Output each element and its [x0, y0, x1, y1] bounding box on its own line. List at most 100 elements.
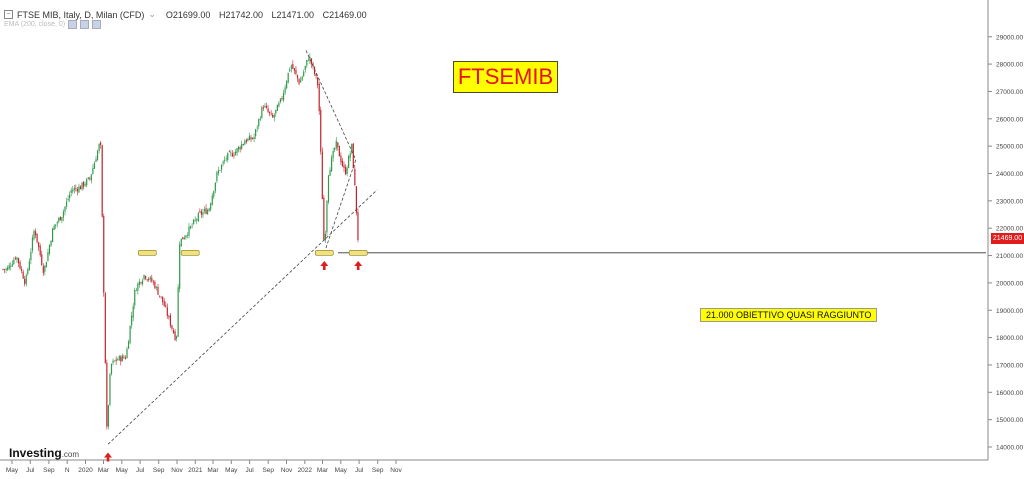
candle-body — [155, 286, 158, 288]
indicator-legend: EMA (200, close, 0) — [4, 20, 102, 29]
candle-body — [307, 60, 309, 62]
candle-body — [200, 211, 202, 215]
candle-body — [3, 269, 6, 271]
y-tick-label: 16000.00 — [996, 390, 1023, 397]
y-tick-label: 25000.00 — [996, 144, 1023, 151]
candle-body — [174, 331, 176, 341]
candle-body — [120, 356, 122, 362]
candle-body — [248, 135, 251, 140]
candle-body — [247, 138, 249, 141]
candle-body — [31, 237, 34, 251]
candle-body — [171, 325, 173, 329]
candle-body — [282, 93, 285, 101]
candle-body — [205, 208, 207, 214]
x-tick-label: Jul — [245, 467, 254, 474]
candle-body — [351, 143, 353, 153]
candle-body — [203, 209, 206, 212]
visibility-icon[interactable] — [68, 20, 78, 29]
logo-suffix: .com — [61, 450, 80, 459]
candle-body — [36, 233, 38, 243]
candle-body — [140, 282, 142, 284]
candle-body — [34, 231, 37, 236]
candle-body — [273, 114, 275, 118]
x-tick-label: 2021 — [188, 467, 203, 474]
candle-body — [255, 129, 257, 137]
candle-body — [315, 73, 317, 77]
candle-body — [227, 152, 229, 160]
y-tick-label: 21000.00 — [996, 253, 1023, 260]
candle-body — [7, 267, 9, 270]
ohlc-readout: O21699.00 H21742.00 L21471.00 C21469.00 — [166, 10, 373, 20]
y-tick-label: 17000.00 — [996, 362, 1023, 369]
candle-body — [340, 155, 342, 163]
candle-body — [251, 137, 254, 139]
candle-body — [344, 167, 347, 175]
last-price-tag: 21469.00 — [991, 233, 1024, 244]
candle-body — [92, 167, 94, 175]
x-tick-label: Nov — [281, 467, 293, 474]
candle-body — [135, 290, 137, 292]
candle-body — [241, 143, 243, 149]
candle-body — [151, 277, 153, 282]
candle-body — [210, 203, 212, 210]
candle-body — [186, 235, 189, 236]
settings-icon[interactable] — [80, 20, 90, 29]
x-tick-label: Nov — [171, 467, 183, 474]
open-value: O21699.00 — [165, 9, 211, 20]
x-tick-label: May — [116, 467, 129, 474]
up-arrow-icon — [354, 261, 363, 271]
candle-body — [290, 65, 292, 69]
candle-body — [146, 279, 148, 281]
candle-body — [269, 111, 271, 114]
candle-body — [179, 244, 181, 289]
collapse-icon[interactable]: − — [4, 10, 13, 19]
up-arrow-icon — [320, 261, 329, 271]
candle-body — [138, 281, 140, 285]
candle-body — [329, 169, 331, 176]
candle-body — [86, 179, 88, 186]
candle-body — [127, 341, 130, 349]
candle-body — [103, 216, 105, 293]
x-tick-label: Nov — [390, 467, 402, 474]
candle-body — [14, 258, 16, 260]
target-note-annotation: 21.000 OBIETTIVO QUASI RAGGIUNTO — [700, 308, 878, 322]
candle-body — [182, 237, 184, 240]
candle-body — [25, 275, 27, 285]
candle-body — [19, 262, 21, 269]
candle-body — [11, 264, 13, 267]
x-tick-label: N — [65, 467, 70, 474]
x-tick-label: May — [225, 467, 238, 474]
candle-body — [323, 197, 325, 241]
candle-body — [180, 238, 182, 247]
support-marker — [138, 250, 157, 256]
candle-body — [324, 233, 326, 241]
x-tick-label: Sep — [153, 467, 165, 474]
candle-body — [168, 316, 170, 318]
candle-body — [65, 201, 68, 207]
candle-body — [259, 118, 261, 120]
candle-body — [39, 245, 41, 256]
candle-body — [244, 141, 246, 145]
candle-body — [258, 119, 260, 127]
candle-body — [115, 359, 117, 362]
candle-body — [152, 281, 154, 283]
candle-body — [267, 108, 269, 112]
x-tick-label: Sep — [262, 467, 274, 474]
candle-body — [30, 251, 32, 261]
candle-body — [313, 67, 316, 75]
candle-body — [124, 357, 127, 359]
candle-body — [106, 362, 108, 427]
candle-body — [261, 106, 263, 119]
candle-body — [272, 114, 274, 118]
candle-body — [194, 219, 196, 221]
candle-body — [189, 226, 192, 229]
support-marker — [348, 250, 368, 256]
candle-body — [141, 280, 144, 285]
candle-body — [321, 151, 323, 200]
candle-body — [67, 198, 69, 201]
candle-body — [96, 150, 99, 161]
close-icon[interactable] — [92, 20, 102, 29]
settings-icon[interactable]: ⌄ — [148, 9, 156, 19]
support-marker — [314, 250, 334, 256]
